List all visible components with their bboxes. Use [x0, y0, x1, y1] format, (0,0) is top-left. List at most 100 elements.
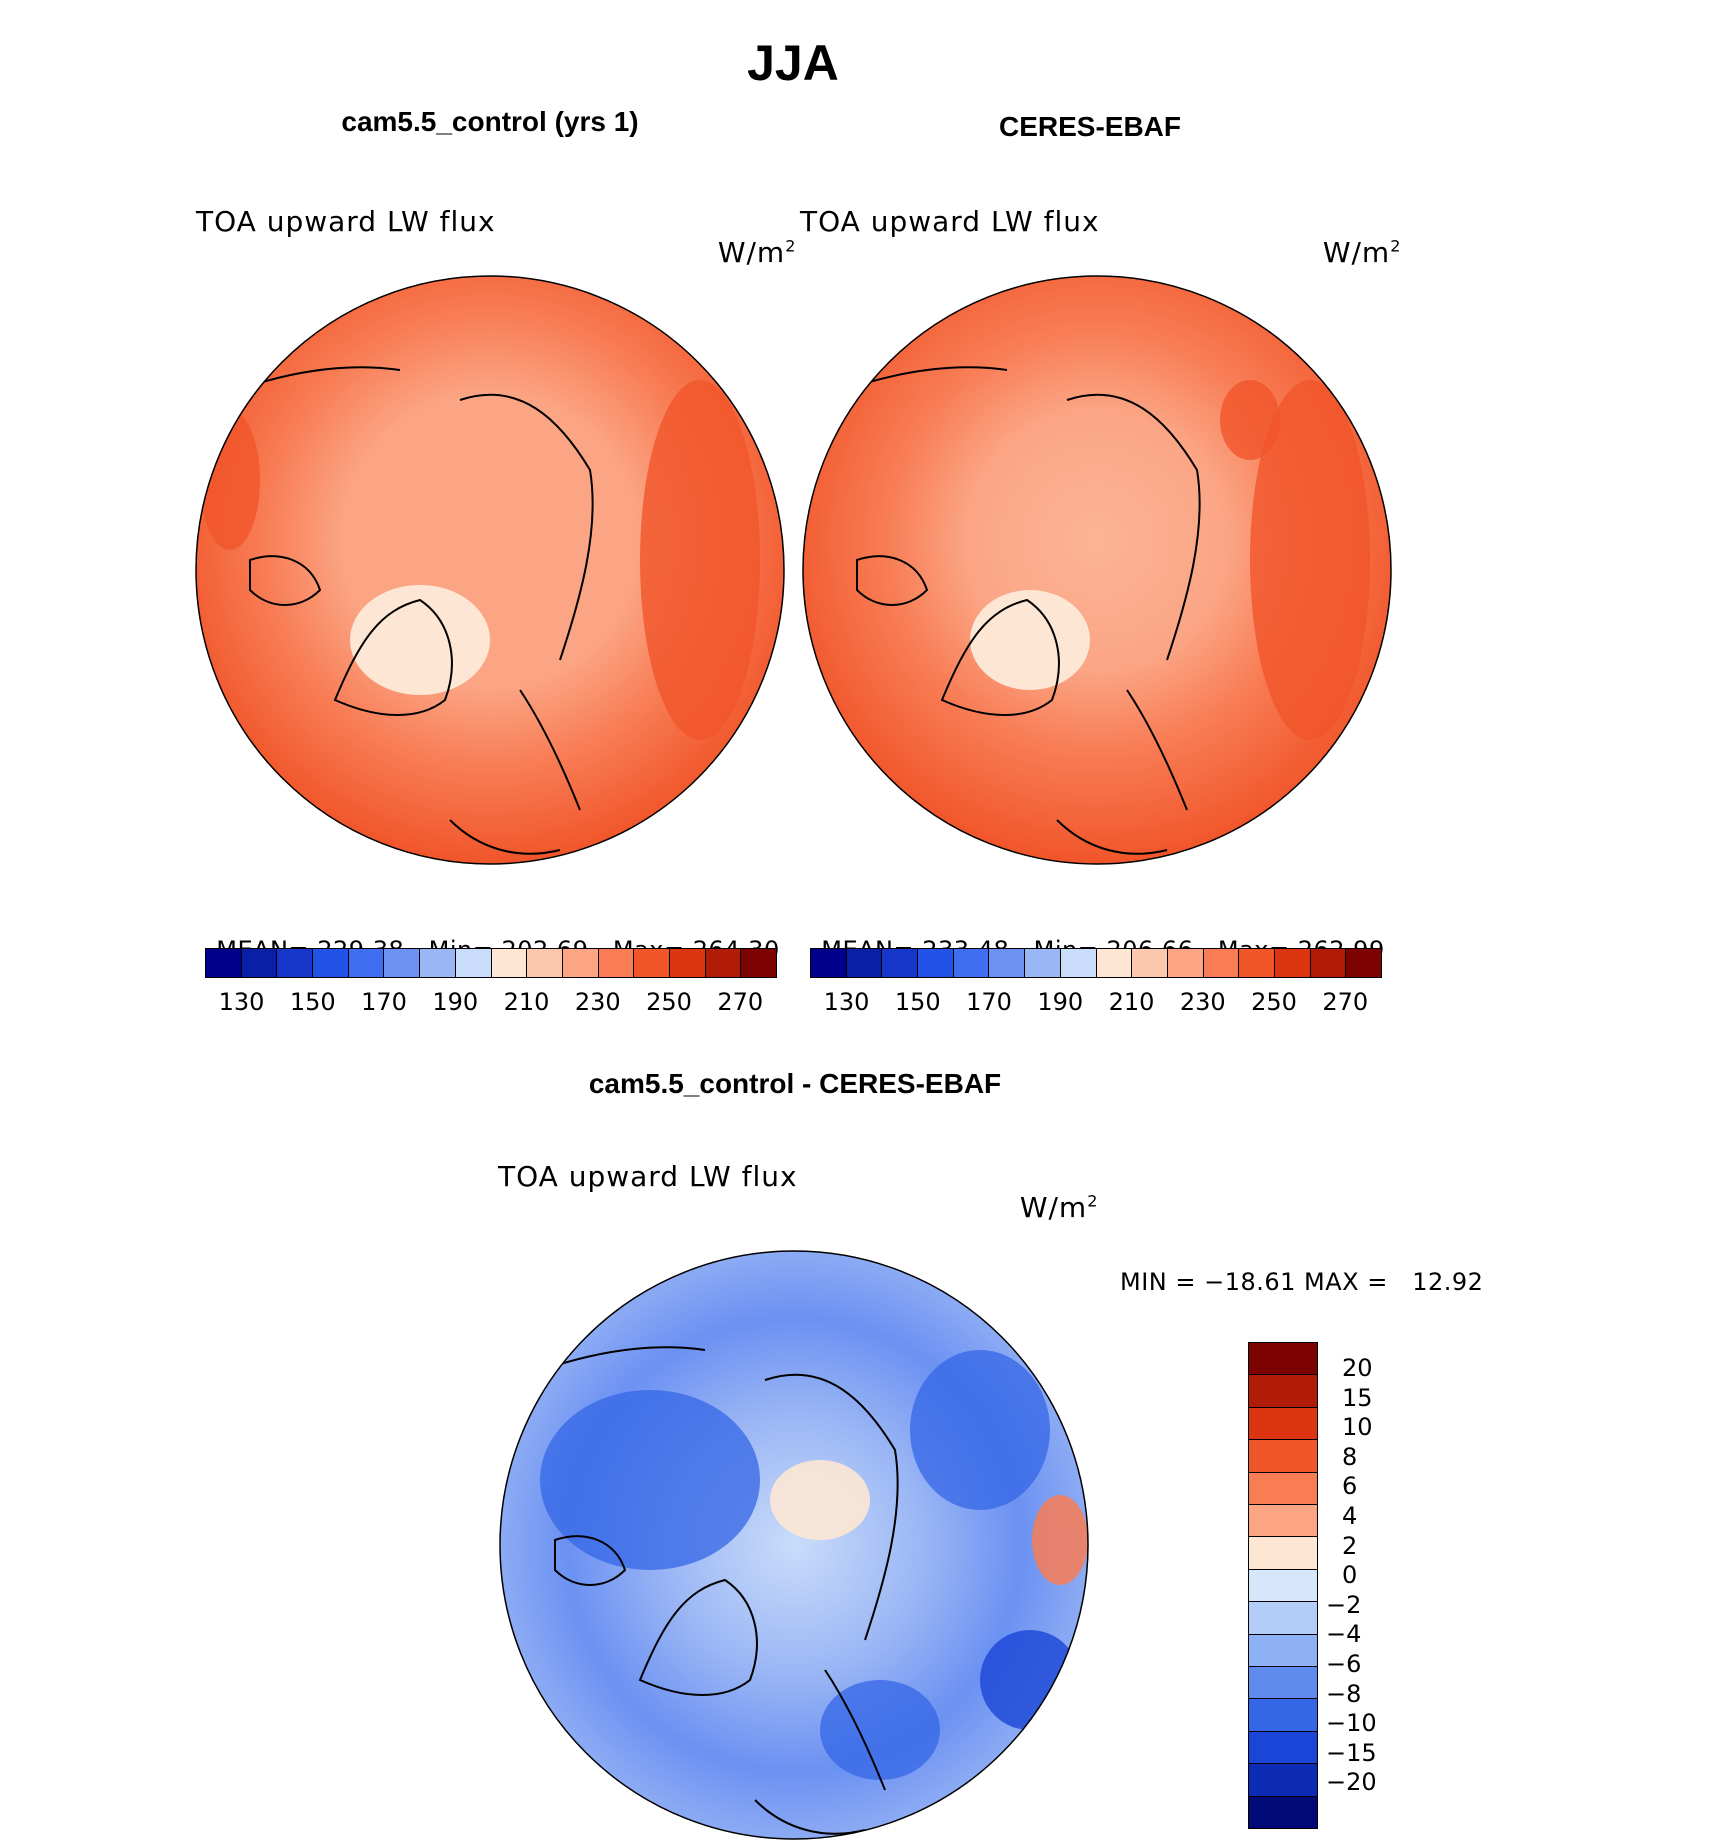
colorbar-diff-swatch: [1249, 1795, 1317, 1829]
colorbar-diff-tick-label: −2: [1326, 1590, 1362, 1619]
colorbar-diff-swatch: [1249, 1763, 1317, 1796]
map-left-field: [196, 276, 784, 864]
colorbar-diff-swatch: [1249, 1343, 1317, 1375]
colorbar-left-tick-label: 170: [361, 988, 407, 1016]
colorbar-left-ticks: 130 150 170 190 210 230 250 270: [205, 988, 775, 1018]
map-left-greenland-patch: [350, 585, 490, 695]
colorbar-right-tick-label: 230: [1179, 988, 1226, 1016]
colorbar-left-swatch: [240, 949, 277, 977]
map-right-warm-patch: [1250, 380, 1370, 740]
colorbar-right-swatch: [917, 949, 953, 977]
colorbar-right-tick-label: 170: [966, 988, 1012, 1016]
colorbar-diff-swatch: [1249, 1633, 1317, 1667]
colorbar-left-swatch: [633, 949, 669, 977]
colorbar-right-swatch: [1345, 949, 1381, 977]
map-left-warm-patch-west: [200, 410, 260, 550]
colorbar-right-swatch: [1273, 949, 1310, 977]
colorbar-diff-swatch: [1249, 1666, 1317, 1699]
colorbar-diff-swatch: [1249, 1730, 1317, 1764]
colorbar-right-swatch: [881, 949, 918, 977]
colorbar-right-swatch: [845, 949, 882, 977]
colorbar-diff-tick-label: 8: [1342, 1442, 1358, 1471]
colorbar-right-swatch: [1095, 949, 1132, 977]
diff-units-base: W/m: [1019, 1191, 1088, 1224]
colorbar-left-swatch: [526, 949, 562, 977]
colorbar-diff-tick-label: −6: [1326, 1650, 1362, 1678]
colorbar-right-tick-label: 250: [1251, 988, 1297, 1016]
map-right-border: [802, 275, 1392, 865]
colorbar-right: [810, 948, 1382, 978]
colorbar-left-swatch: [383, 949, 420, 977]
colorbar-diff-tick-label: 20: [1342, 1354, 1373, 1382]
map-diff: [500, 1251, 1088, 1839]
colorbar-left-swatch: [490, 949, 527, 977]
colorbar-left: [205, 948, 777, 978]
map-left-warm-patch: [640, 380, 760, 740]
colorbar-diff-tick-label: −8: [1326, 1679, 1362, 1708]
colorbar-right-ticks: 130 150 170 190 210 230 250 270: [810, 988, 1380, 1018]
panel-right-heading: CERES-EBAF: [998, 111, 1181, 142]
diff-minmax: MIN = −18.61 MAX = 12.92: [1120, 1268, 1484, 1296]
colorbar-right-tick-label: 150: [894, 988, 941, 1016]
colorbar-left-tick-label: 130: [218, 988, 265, 1016]
map-right-greenland-patch: [970, 590, 1090, 690]
map-right-warm-patch-north: [1220, 380, 1280, 460]
colorbar-right-swatch: [1059, 949, 1096, 977]
colorbar-diff-swatch: [1249, 1504, 1317, 1537]
colorbar-right-tick-label: 210: [1108, 988, 1155, 1016]
colorbar-right-tick-label: 130: [823, 988, 870, 1016]
colorbar-right-swatch: [1166, 949, 1203, 977]
colorbar-left-tick-label: 150: [289, 988, 336, 1016]
colorbar-left-swatch: [347, 949, 384, 977]
colorbar-diff-swatch: [1249, 1601, 1317, 1634]
colorbar-diff-tick-label: −10: [1326, 1709, 1377, 1738]
diff-units-exp: 2: [1087, 1191, 1099, 1211]
colorbar-diff-swatch: [1249, 1374, 1317, 1407]
map-diff-cold-patch-3: [980, 1630, 1080, 1730]
panel-left-units-base: W/m: [717, 236, 786, 269]
colorbar-left-swatch: [668, 949, 705, 977]
colorbar-diff-tick-label: 0: [1342, 1561, 1358, 1590]
colorbar-right-swatch: [1238, 949, 1274, 977]
colorbar-diff-tick-label: 6: [1342, 1472, 1358, 1501]
colorbar-right-swatch: [1309, 949, 1346, 977]
map-diff-warm-patch-1: [1032, 1495, 1088, 1585]
colorbar-diff-tick-label: 10: [1342, 1413, 1373, 1442]
colorbar-left-swatch: [704, 949, 741, 977]
colorbar-diff-swatch: [1249, 1568, 1317, 1602]
colorbar-right-swatch: [811, 949, 846, 977]
main-title: JJA: [747, 35, 839, 91]
map-diff-cold-patch-4: [820, 1680, 940, 1780]
map-diff-border: [499, 1250, 1089, 1840]
colorbar-diff-swatch: [1249, 1439, 1317, 1472]
colorbar-diff-tick-label: −20: [1326, 1768, 1377, 1797]
map-diff-coastlines: [514, 1346, 899, 1835]
map-right-coastlines: [816, 366, 1201, 855]
panel-right-units-base: W/m: [1322, 236, 1391, 269]
panel-right-variable: TOA upward LW flux: [800, 205, 1100, 238]
map-diff-neutral-patch: [770, 1460, 870, 1540]
colorbar-diff-tick-label: −4: [1326, 1620, 1362, 1649]
map-left: [196, 276, 784, 864]
colorbar-diff-swatch: [1249, 1536, 1317, 1569]
panel-left-heading: cam5.5_control (yrs 1): [341, 106, 639, 137]
map-diff-warm-patch-2: [500, 1315, 560, 1365]
colorbar-diff-tick-label: −15: [1326, 1738, 1377, 1767]
diff-variable: TOA upward LW flux: [498, 1160, 798, 1193]
panel-left-units: W/m2: [698, 203, 796, 269]
colorbar-right-swatch: [988, 949, 1025, 977]
colorbar-left-swatch: [454, 949, 491, 977]
colorbar-diff-tick-label: 15: [1342, 1383, 1373, 1412]
colorbar-diff-swatch: [1249, 1471, 1317, 1505]
map-left-border: [195, 275, 785, 865]
colorbar-right-swatch: [1024, 949, 1060, 977]
colorbar-left-swatch: [206, 949, 241, 977]
colorbar-diff-swatch: [1249, 1698, 1317, 1731]
map-diff-cold-patch-1: [540, 1390, 760, 1570]
colorbar-left-swatch: [419, 949, 455, 977]
panel-right-units-exp: 2: [1390, 236, 1402, 256]
panel-left-variable: TOA upward LW flux: [196, 205, 496, 238]
colorbar-right-swatch: [1131, 949, 1167, 977]
colorbar-left-tick-label: 250: [646, 988, 692, 1016]
colorbar-left-swatch: [312, 949, 348, 977]
